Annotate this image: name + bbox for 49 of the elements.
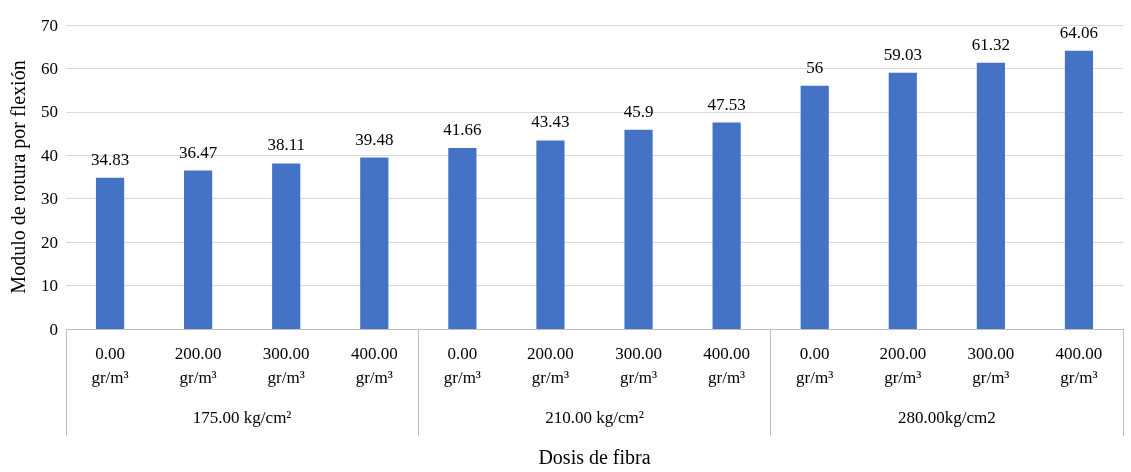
x-tick-label: 200.00 gr/m³ xyxy=(174,343,222,387)
data-label: 59.03 xyxy=(883,44,922,64)
bar xyxy=(800,85,829,329)
data-label: 39.48 xyxy=(355,129,394,149)
bar xyxy=(448,148,477,329)
x-tick-label: 300.00 gr/m³ xyxy=(967,343,1015,387)
bar xyxy=(272,163,301,329)
y-tick-label: 70 xyxy=(41,15,58,35)
bar xyxy=(976,62,1005,329)
text: 280.00kg/cm2 xyxy=(897,408,996,427)
y-axis-title: Modulo de rotura por flexión xyxy=(7,60,30,294)
x-tick-label: 300.00 gr/m³ xyxy=(262,343,310,387)
bar xyxy=(536,140,565,329)
y-tick-label: 60 xyxy=(41,58,58,78)
bar xyxy=(712,122,741,329)
data-label: 45.9 xyxy=(623,101,654,121)
data-label: 38.11 xyxy=(267,135,306,155)
data-label: 43.43 xyxy=(531,112,570,132)
y-tick-label: 20 xyxy=(41,232,58,252)
y-tick-label: 10 xyxy=(41,276,58,296)
x-tick-label: 400.00 gr/m³ xyxy=(1055,343,1103,387)
x-axis-title: Dosis de fibra xyxy=(538,446,651,468)
x-tick-label: 0.00 gr/m³ xyxy=(796,343,834,387)
data-label: 56 xyxy=(806,57,824,77)
y-tick-label: 0 xyxy=(49,319,58,339)
x-tick-label: 400.00 gr/m³ xyxy=(703,343,750,387)
x-tick-label: 0.00 gr/m³ xyxy=(443,343,481,387)
data-label: 47.53 xyxy=(707,94,746,114)
bar xyxy=(184,170,213,329)
y-tick-label: 30 xyxy=(41,189,58,209)
x-tick-label: 200.00 gr/m³ xyxy=(527,343,574,387)
bar xyxy=(360,157,389,329)
data-label: 36.47 xyxy=(179,142,218,162)
bar xyxy=(1064,50,1094,329)
x-tick-label: 200.00 gr/m³ xyxy=(879,343,927,387)
text: 210.00 kg/cm² xyxy=(545,408,644,427)
data-label: 61.32 xyxy=(971,34,1010,54)
y-tick-label: 50 xyxy=(41,102,58,122)
x-tick-label: 0.00 gr/m³ xyxy=(91,343,129,387)
x-tick-label: 400.00 gr/m³ xyxy=(350,343,398,387)
bar xyxy=(95,177,125,329)
text: 175.00 kg/cm² xyxy=(192,408,292,427)
bar xyxy=(888,72,917,329)
data-label: 64.06 xyxy=(1059,22,1099,42)
data-label: 41.66 xyxy=(443,120,482,140)
data-label: 34.83 xyxy=(90,149,130,169)
bar xyxy=(624,129,653,329)
y-tick-label: 40 xyxy=(41,145,58,165)
x-tick-label: 300.00 gr/m³ xyxy=(615,343,662,387)
